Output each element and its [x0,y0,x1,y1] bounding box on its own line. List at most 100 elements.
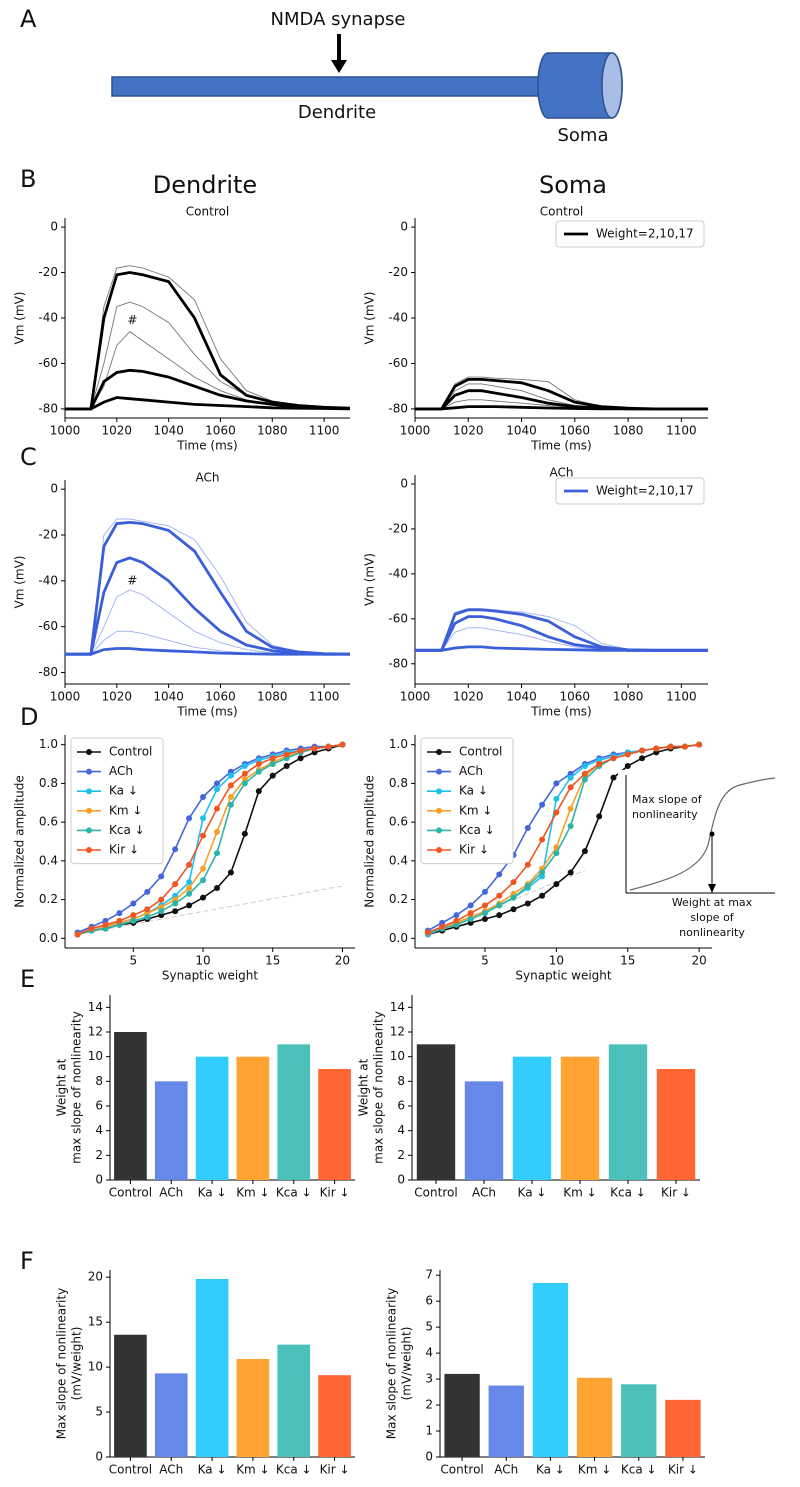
y-tick-label: 5 [425,1320,433,1334]
point [172,881,179,888]
point [667,743,674,750]
point [567,823,574,830]
y-tick-label: 8 [397,1074,405,1088]
point [269,755,276,762]
y-tick-label: 10 [390,1049,405,1063]
y-tick-label: -40 [388,566,408,580]
synapse-label: NMDA synapse [271,9,406,30]
chart: 0 1 2 3 4 5 6 7 Control ACh Ka ↓ Km ↓ Kca ↓ Kir ↓ Max … [385,1268,705,1477]
x-tick-label: 1100 [666,424,697,438]
legend-box [420,737,514,865]
point [553,850,560,857]
point [481,902,488,909]
y-tick-label: 0.8 [39,776,58,790]
y-tick-label: -60 [38,619,58,633]
y-tick-label: 6 [425,1294,433,1308]
x-tick-label: Control [109,1463,152,1477]
point [596,813,603,820]
point [553,780,560,787]
point [269,772,276,779]
point [524,900,531,907]
point [510,894,517,901]
x-tick-label: Kir ↓ [320,1463,350,1477]
point [567,774,574,781]
y-tick-label: 0.8 [389,776,408,790]
trace [65,647,350,656]
legend-label: Kir ↓ [109,843,139,857]
point [539,869,546,876]
point [213,786,220,793]
x-axis-label: Time (ms) [176,705,238,719]
x-axis-label: Time (ms) [530,439,592,453]
bar [277,1044,311,1180]
y-tick-label: -20 [388,521,408,535]
chart-title: Control [186,205,229,219]
point [581,848,588,855]
y-tick-label: 6 [95,1099,103,1113]
y-tick-label: -40 [388,311,408,325]
y-tick-label: -40 [38,311,58,325]
point [524,861,531,868]
x-tick-label: 5 [129,954,137,968]
legend-box [555,220,705,248]
point [283,762,290,769]
point [325,743,332,750]
point [186,815,193,822]
x-tick-label: 1000 [50,690,81,704]
chart: -80 -60 -40 -20 0 1000 1020 1040 1060 1080 1100 Tim… [363,205,708,453]
point [241,830,248,837]
point [496,912,503,919]
point [311,745,318,752]
x-tick-label: Kca ↓ [276,1186,312,1200]
point [102,921,109,928]
point [241,762,248,769]
point [241,780,248,787]
y-tick-label: 10 [88,1049,103,1063]
y-tick-label: 0.6 [389,815,408,829]
panel-label: E [20,965,35,993]
point [186,879,193,886]
y-tick-label: 0.4 [389,853,408,867]
x-tick-label: Kca ↓ [276,1463,312,1477]
y-axis-label: Max slope of nonlinearity [55,1288,69,1439]
x-tick-label: 1080 [257,690,288,704]
point [200,865,207,872]
inset-arrowhead [708,884,716,893]
x-tick-label: Ka ↓ [536,1463,565,1477]
y-tick-label: 0 [400,476,408,490]
inset-label: nonlinearity [679,926,745,939]
point [213,850,220,857]
bar [464,1081,504,1180]
point [186,902,193,909]
x-axis-label: Synaptic weight [515,969,612,983]
x-tick-label: Ka ↓ [198,1186,227,1200]
point [539,836,546,843]
y-tick-label: 0 [95,1450,103,1464]
column-title: Soma [539,171,607,199]
panel-label: F [20,1247,34,1275]
bar [114,1032,147,1180]
x-tick-label: 1020 [102,690,133,704]
y-axis-label: Vm (mV) [363,553,377,606]
annotation: # [127,313,137,327]
point [172,908,179,915]
x-tick-label: 1040 [506,690,537,704]
point [297,747,304,754]
y-tick-label: -20 [388,265,408,279]
y-tick-label: 2 [95,1148,103,1162]
soma-face [601,52,623,119]
legend-label: Km ↓ [459,803,492,817]
x-tick-label: 1020 [102,424,133,438]
point [144,906,151,913]
annotation: # [127,573,137,587]
x-tick-label: ACh [159,1463,183,1477]
bar [114,1334,147,1457]
point [453,917,460,924]
x-tick-label: 1040 [506,424,537,438]
legend-label: ACh [109,764,133,778]
legend-marker [436,749,442,755]
x-tick-label: 15 [620,954,635,968]
chart: 0 2 4 6 8 10 12 14 Control ACh Ka ↓ Km ↓ Kca ↓ Kir ↓ W… [55,995,355,1200]
x-tick-label: Ka ↓ [518,1186,547,1200]
legend-marker [436,788,442,795]
